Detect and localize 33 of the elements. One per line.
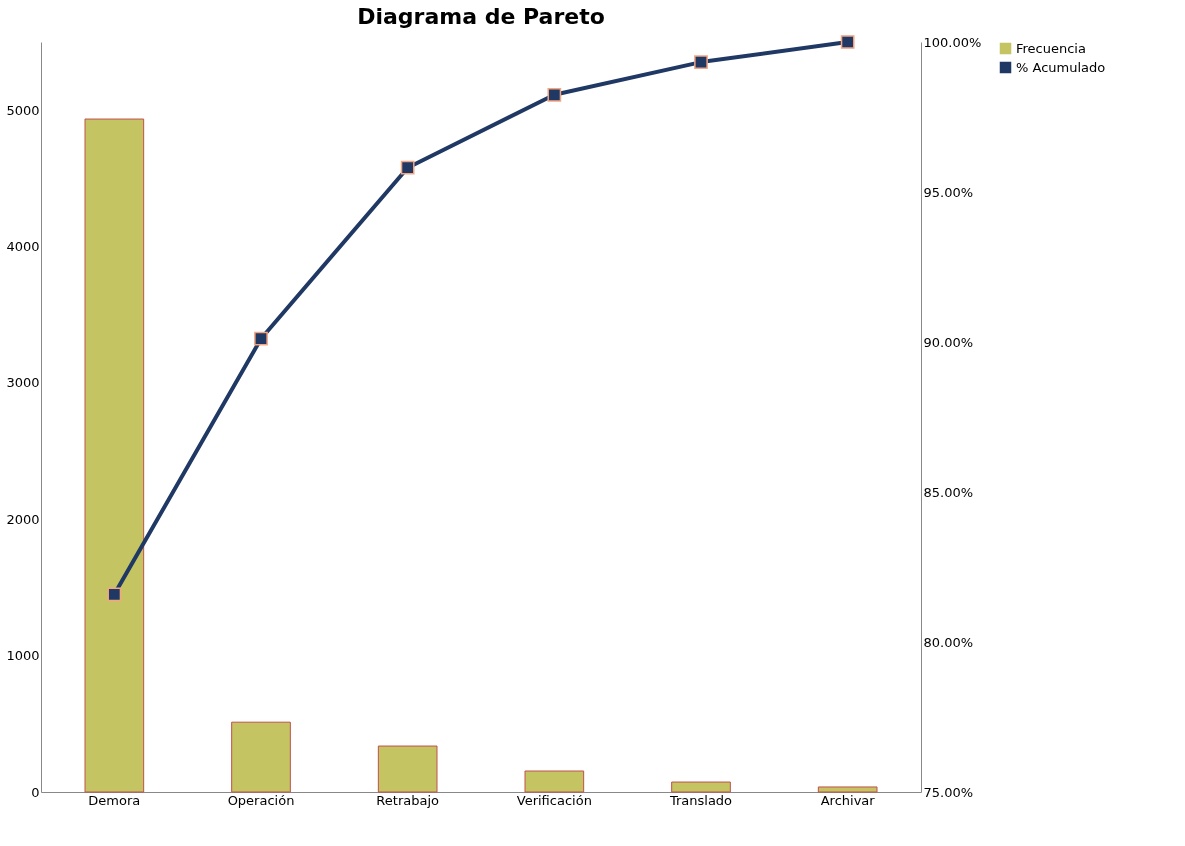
- point: [547, 87, 562, 102]
- x-tick-label: Verificación: [516, 792, 592, 808]
- y2-tick-label: 75.00%: [923, 784, 974, 800]
- point: [694, 55, 708, 69]
- legend-label: Frecuencia: [1016, 40, 1086, 56]
- y-tick-label: 5000: [6, 102, 40, 118]
- x-tick-label: Retrabajo: [376, 792, 440, 808]
- y2-tick-label: 95.00%: [923, 184, 974, 200]
- point: [254, 331, 268, 346]
- x-tick-label: Translado: [668, 792, 733, 808]
- point: [400, 160, 415, 175]
- chart-title: Diagrama de Pareto: [357, 3, 605, 29]
- legend-label: % Acumulado: [1016, 59, 1106, 75]
- y-tick-label: 0: [31, 784, 40, 800]
- point: [840, 35, 855, 49]
- bar: [231, 721, 291, 793]
- y-tick-label: 2000: [6, 511, 40, 527]
- y2-tick-label: 85.00%: [923, 484, 974, 500]
- bar: [524, 770, 585, 793]
- x-tick-label: Archivar: [820, 792, 876, 808]
- y2-tick-label: 90.00%: [923, 334, 974, 350]
- y-tick-label: 3000: [6, 375, 40, 391]
- point: [107, 587, 122, 602]
- y-tick-label: 1000: [6, 648, 40, 664]
- x-tick-label: Demora: [88, 792, 141, 808]
- y-tick-label: 4000: [6, 239, 40, 255]
- y2-tick-label: 100.00%: [923, 34, 982, 50]
- bar: [377, 745, 438, 793]
- x-tick-label: Operación: [227, 792, 295, 808]
- y2-tick-label: 80.00%: [923, 634, 974, 650]
- bar: [817, 786, 878, 793]
- bar: [671, 781, 731, 793]
- bar: [84, 118, 145, 793]
